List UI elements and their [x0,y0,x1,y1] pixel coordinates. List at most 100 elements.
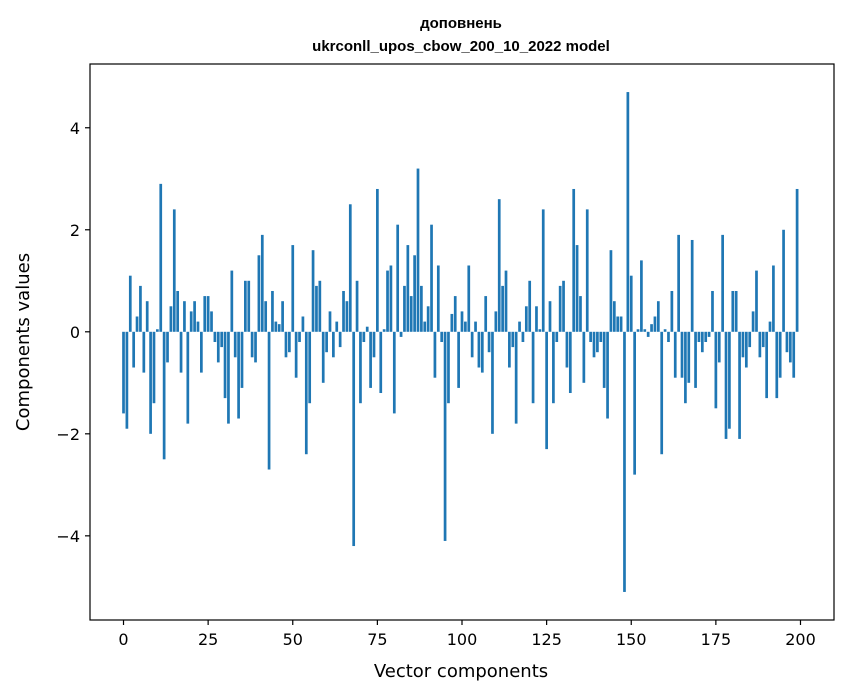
bar-107 [484,296,488,332]
bar-65 [342,290,345,332]
bar-80 [392,331,396,414]
bar-82 [399,331,403,337]
bar-163 [673,331,677,378]
bar-13 [166,331,169,363]
bar-169 [694,331,697,388]
bar-2 [128,275,132,332]
bar-74 [372,331,376,358]
bar-85 [409,296,413,332]
bar-111 [497,199,501,332]
bar-164 [677,234,680,332]
bar-193 [775,331,779,399]
bar-115 [511,331,515,348]
bar-62 [332,331,335,358]
bar-57 [315,285,318,332]
bar-149 [626,92,630,332]
bar-26 [210,311,213,332]
bar-184 [744,331,748,368]
bar-102 [467,265,471,332]
x-tick-label-125: 125 [531,630,562,649]
bar-60 [325,331,328,353]
bar-54 [304,331,308,455]
x-tick-label-175: 175 [701,630,732,649]
bar-192 [772,265,775,332]
bar-155 [646,331,650,337]
bar-97 [450,313,454,332]
bar-25 [206,296,210,332]
chart-title: доповнень [420,15,502,32]
bar-153 [640,260,643,332]
bar-198 [792,331,796,378]
x-tick-label-25: 25 [198,630,218,649]
bar-121 [531,331,535,404]
bar-196 [785,331,789,353]
bar-4 [135,316,139,332]
bar-125 [545,331,548,450]
y-tick-label--2: −2 [56,425,80,444]
bar-100 [460,311,464,332]
bar-110 [494,311,498,332]
bar-64 [338,331,342,348]
bar-20 [189,311,193,332]
bar-108 [487,331,491,353]
bar-140 [596,331,599,353]
bar-141 [599,331,603,342]
x-axis-ticks: 0 25 50 75 100 125 150 175 200 [118,620,816,649]
bar-168 [690,239,694,332]
bar-152 [636,329,640,332]
bar-76 [379,331,383,394]
bar-131 [565,331,569,368]
bar-126 [548,301,552,332]
bar-71 [362,331,366,342]
bar-170 [697,331,701,342]
bar-88 [420,285,423,332]
bar-50 [291,245,295,332]
bar-119 [524,306,528,332]
bar-47 [281,301,284,332]
bar-104 [474,321,477,332]
y-axis-ticks: −4 −2 0 2 4 [56,119,90,546]
bar-180 [731,290,735,332]
bar-146 [616,316,620,332]
bar-158 [656,301,660,332]
bar-36 [244,280,247,332]
bar-49 [288,331,291,353]
bar-56 [311,250,315,332]
x-tick-label-150: 150 [616,630,647,649]
bar-39 [254,331,257,363]
bar-94 [440,331,444,342]
bar-106 [480,331,484,373]
bar-112 [501,285,504,332]
bar-137 [585,209,589,332]
bar-172 [704,331,708,342]
bar-145 [612,301,616,332]
bar-6 [142,331,146,373]
bar-166 [684,331,687,404]
bar-177 [721,234,724,332]
bar-30 [223,331,227,399]
bar-33 [233,331,237,358]
bar-117 [518,321,521,332]
bar-191 [768,321,772,332]
bar-68 [352,331,356,547]
bar-21 [193,301,196,332]
bar-189 [761,331,765,348]
bar-142 [602,331,606,388]
bar-199 [795,188,799,332]
bar-22 [196,321,200,332]
bar-66 [345,301,349,332]
bar-51 [294,331,298,378]
bar-17 [179,331,183,373]
bar-55 [308,331,312,404]
bar-194 [778,331,782,378]
bar-132 [568,331,572,394]
bar-86 [413,255,416,332]
bar-67 [348,204,352,332]
bar-72 [365,326,369,332]
bar-129 [558,285,562,332]
bar-7 [145,301,149,332]
bar-83 [403,285,406,332]
x-tick-label-50: 50 [283,630,303,649]
y-tick-label--4: −4 [56,527,80,546]
bar-61 [328,311,332,332]
